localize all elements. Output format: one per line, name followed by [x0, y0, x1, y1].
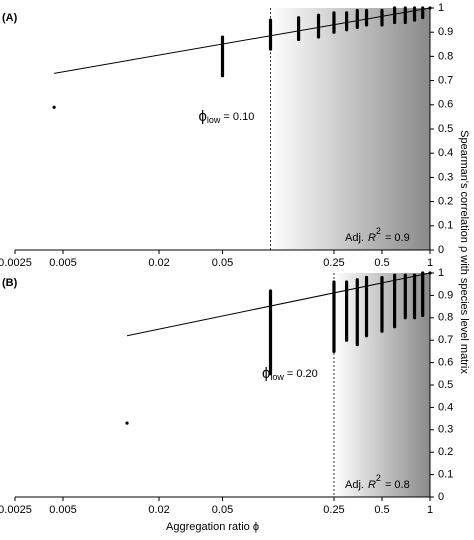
annotation-text: = 0.10 — [223, 111, 254, 123]
x-tick-label: 0.25 — [323, 257, 344, 269]
y-tick-label: 0.7 — [438, 334, 453, 346]
subscript: low — [270, 372, 284, 382]
y-tick-label: 0.5 — [438, 379, 453, 391]
point — [52, 105, 56, 109]
y-tick-label: 0.2 — [438, 196, 453, 208]
y-tick-label: 1 — [438, 267, 444, 279]
r2-text: = 0.9 — [385, 232, 410, 244]
r2-sup: 2 — [376, 473, 381, 483]
y-tick-label: 0.7 — [438, 75, 453, 87]
x-tick-label: 0.02 — [148, 257, 169, 269]
r2-annotation: Adj. R2 = 0.8 — [345, 473, 410, 491]
phi-symbol: ϕ — [199, 108, 207, 125]
r2-prefix: Adj. — [345, 232, 364, 244]
x-tick-label: 0.25 — [323, 504, 344, 516]
x-tick-label: 0.05 — [212, 257, 233, 269]
x-tick-label: 0.5 — [374, 257, 389, 269]
y-tick-label: 0.4 — [438, 401, 453, 413]
y-tick-label: 0.4 — [438, 147, 453, 159]
y-tick-label: 0.8 — [438, 50, 453, 62]
r2-prefix: Adj. — [345, 479, 364, 491]
shaded-region — [270, 8, 430, 250]
subscript: low — [207, 115, 221, 125]
x-tick-label: 0.5 — [374, 504, 389, 516]
fit-line — [54, 7, 431, 74]
x-tick-label: 0.005 — [49, 504, 77, 516]
r2-annotation: Adj. R2 = 0.9 — [345, 226, 410, 244]
phi-symbol: ϕ — [262, 365, 270, 382]
y-tick-label: 0.8 — [438, 312, 453, 324]
r2-symbol: R — [368, 232, 376, 244]
r2-sup: 2 — [376, 226, 381, 236]
threshold-annotation: ϕlow = 0.10 — [199, 108, 255, 125]
y-tick-label: 0.5 — [438, 123, 453, 135]
y-tick-label: 0.9 — [438, 26, 453, 38]
annotation-text: = 0.20 — [287, 368, 318, 380]
threshold-annotation: ϕlow = 0.20 — [262, 365, 318, 382]
r2-symbol: R — [368, 479, 376, 491]
x-tick-label: 1 — [427, 504, 433, 516]
y-axis-title: Spearman's correlation ρ with species le… — [458, 130, 470, 374]
x-tick-label: 0.0025 — [0, 504, 32, 516]
x-tick-label: 0.05 — [212, 504, 233, 516]
y-tick-label: 0.2 — [438, 446, 453, 458]
x-tick-label: 0.02 — [148, 504, 169, 516]
y-tick-label: 1 — [438, 2, 444, 14]
fit-line — [126, 272, 431, 337]
y-tick-label: 0.6 — [438, 99, 453, 111]
r2-text: = 0.8 — [385, 479, 410, 491]
panel-label: (B) — [2, 277, 18, 289]
y-tick-label: 0 — [438, 244, 444, 256]
y-tick-label: 0.6 — [438, 357, 453, 369]
x-tick-label: 0.0025 — [0, 257, 32, 269]
x-tick-label: 1 — [427, 257, 433, 269]
x-axis-title: Aggregation ratio ϕ — [166, 521, 259, 533]
x-tick-label: 0.005 — [49, 257, 77, 269]
y-tick-label: 0 — [438, 491, 444, 503]
y-tick-label: 0.3 — [438, 424, 453, 436]
point — [125, 421, 129, 425]
y-tick-label: 0.9 — [438, 289, 453, 301]
y-tick-label: 0.1 — [438, 220, 453, 232]
y-tick-label: 0.1 — [438, 469, 453, 481]
panel-label: (A) — [2, 12, 18, 24]
y-tick-label: 0.3 — [438, 171, 453, 183]
